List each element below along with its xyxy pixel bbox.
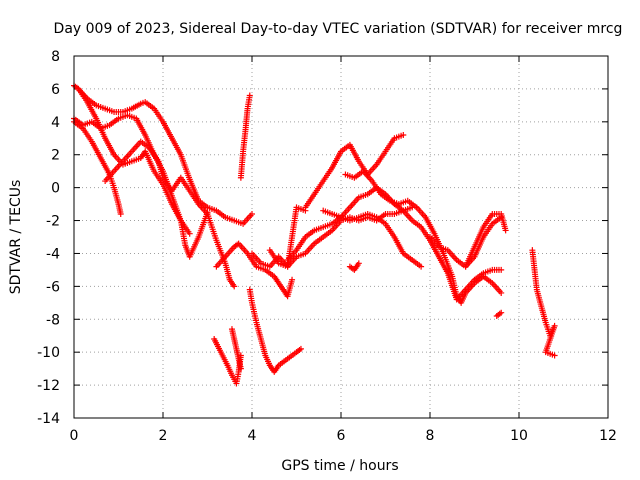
y-tick-label: -4	[46, 246, 60, 262]
y-tick-label: -2	[46, 214, 60, 230]
data-point	[355, 260, 362, 267]
y-tick-label: -12	[37, 378, 60, 394]
y-axis-label: SDTVAR / TECUs	[8, 180, 24, 295]
y-tick-label: 8	[51, 49, 60, 65]
x-tick-label: 12	[599, 428, 617, 444]
data-point	[237, 365, 244, 372]
data-point	[498, 309, 505, 316]
data-point	[249, 210, 255, 217]
grid	[74, 56, 608, 418]
data-point	[231, 283, 238, 290]
data-point	[498, 289, 505, 296]
data-point	[117, 210, 124, 217]
data-point	[237, 352, 244, 359]
data-point	[498, 214, 505, 221]
y-tick-label: 6	[51, 82, 60, 98]
data-points	[71, 82, 558, 387]
x-tick-labels: 0 2 4 6 8 10 12	[70, 428, 617, 444]
data-point	[297, 345, 304, 352]
x-axis-label: GPS time / hours	[281, 458, 398, 474]
data-point	[186, 230, 193, 237]
x-tick-label: 4	[248, 428, 257, 444]
y-tick-label: 2	[51, 148, 60, 164]
y-tick-labels: -14 -12 -10 -8 -6 -4 -2 0 2 4 6 8	[37, 49, 60, 427]
y-tick-label: -14	[37, 411, 60, 427]
y-tick-label: 0	[51, 181, 60, 197]
x-tick-label: 10	[510, 428, 528, 444]
y-tick-label: -8	[46, 312, 60, 328]
x-tick-label: 8	[426, 428, 435, 444]
y-tick-label: -10	[37, 345, 60, 361]
x-tick-label: 0	[70, 428, 79, 444]
y-tick-label: 4	[51, 115, 60, 131]
y-tick-label: -6	[46, 279, 60, 295]
data-point	[502, 227, 509, 234]
data-point	[551, 352, 558, 359]
data-point	[289, 276, 296, 283]
chart-title: Day 009 of 2023, Sidereal Day-to-day VTE…	[54, 21, 623, 37]
data-point	[418, 263, 425, 270]
x-tick-label: 2	[159, 428, 168, 444]
plot-frame	[73, 55, 609, 419]
data-point	[246, 92, 253, 99]
data-point	[400, 131, 407, 138]
data-point	[498, 266, 505, 273]
x-tick-label: 6	[337, 428, 346, 444]
data-point	[302, 207, 309, 214]
